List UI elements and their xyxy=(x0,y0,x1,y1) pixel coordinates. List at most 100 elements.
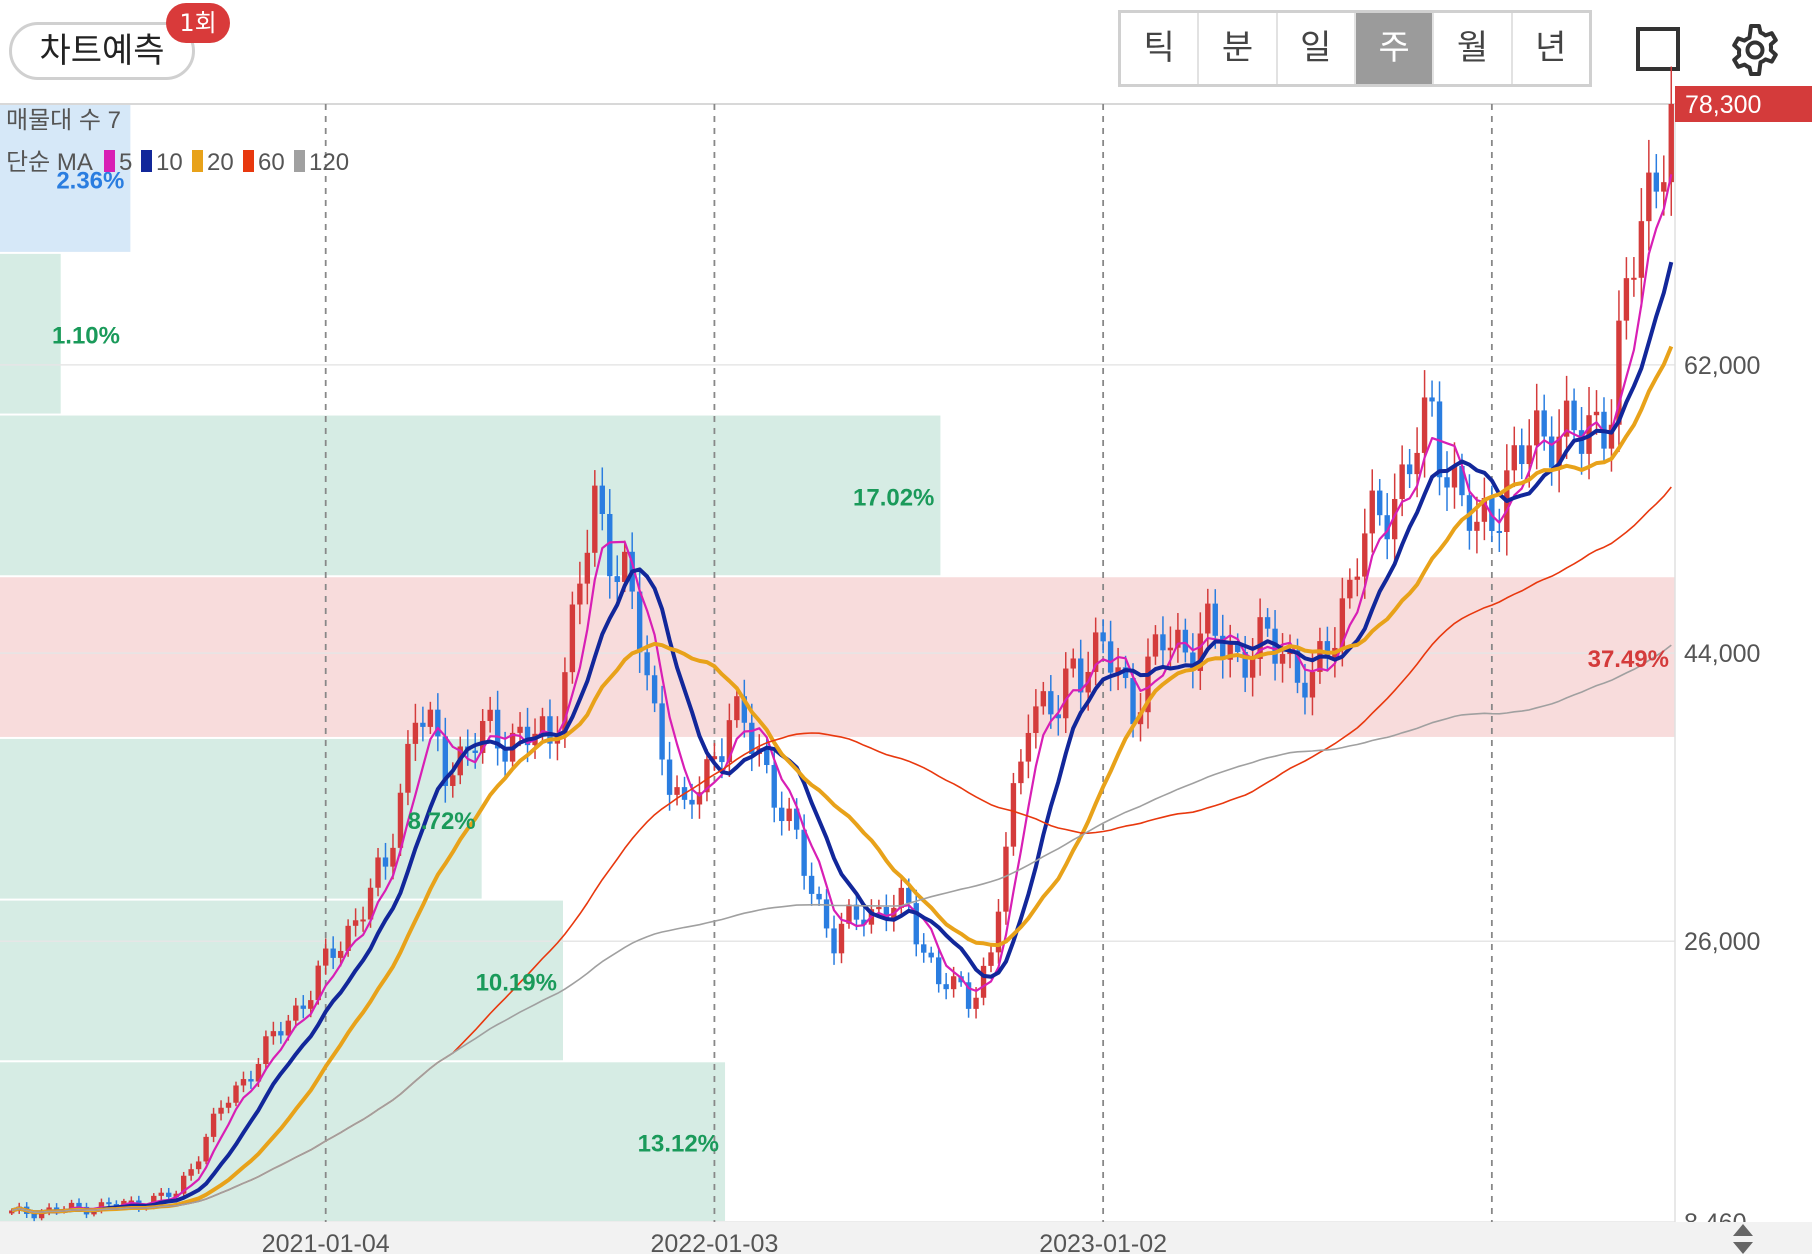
candle-101 xyxy=(764,738,770,774)
tab-tick[interactable]: 틱 xyxy=(1121,13,1200,84)
candle-136 xyxy=(1025,714,1032,779)
candle-112 xyxy=(846,899,852,929)
candle-35 xyxy=(270,1021,277,1045)
candle-79 xyxy=(599,467,605,531)
candle-54 xyxy=(412,703,419,761)
candle-137 xyxy=(1033,689,1039,749)
candle-222 xyxy=(1668,66,1674,216)
period-selector: 틱 분 일 주 월 년 xyxy=(1118,10,1592,87)
volume-zone-5 xyxy=(0,253,61,414)
candle-158 xyxy=(1190,633,1196,689)
legend-volume-profile: 매물대 수 7 xyxy=(6,107,121,134)
candle-176 xyxy=(1324,626,1331,672)
candle-98 xyxy=(741,679,748,738)
tab-year[interactable]: 년 xyxy=(1535,28,1567,68)
candle-26 xyxy=(203,1133,209,1165)
candle-89 xyxy=(674,775,680,806)
candle-103 xyxy=(779,791,785,836)
candle-132 xyxy=(995,899,1002,964)
candle-53 xyxy=(405,730,411,806)
tab-minute[interactable]: 분 xyxy=(1199,13,1278,84)
candle-56 xyxy=(427,701,434,734)
candle-122 xyxy=(921,933,927,963)
y-tick-label-2: 26,000 xyxy=(1684,928,1760,956)
candle-113 xyxy=(853,893,860,931)
x-tick-label-1: 2022-01-03 xyxy=(650,1230,778,1254)
candle-93 xyxy=(704,749,710,802)
candle-39 xyxy=(300,995,306,1019)
chart-predict-button[interactable]: 차트예측 xyxy=(9,22,195,80)
candle-209 xyxy=(1571,388,1577,442)
candle-174 xyxy=(1309,652,1316,716)
candle-65 xyxy=(494,690,501,766)
candle-148 xyxy=(1115,647,1121,691)
candle-42 xyxy=(323,938,329,975)
legend-ma-swatch-10 xyxy=(141,150,152,172)
candle-123 xyxy=(928,946,934,963)
predict-count-badge: 1회 xyxy=(166,3,230,43)
candle-114 xyxy=(861,906,867,937)
scroll-arrows-icon[interactable] xyxy=(1733,1224,1753,1254)
candle-147 xyxy=(1107,620,1114,692)
volume-zone-0 xyxy=(0,1062,726,1221)
volume-profile-layer xyxy=(0,105,1675,1221)
candle-119 xyxy=(898,879,904,916)
candle-186 xyxy=(1399,445,1405,517)
candle-182 xyxy=(1369,469,1375,553)
candle-51 xyxy=(390,833,396,880)
candle-41 xyxy=(315,960,321,1005)
candle-204 xyxy=(1534,383,1540,470)
candle-173 xyxy=(1302,663,1308,715)
candle-146 xyxy=(1100,619,1106,654)
candle-142 xyxy=(1070,648,1076,678)
candle-145 xyxy=(1092,617,1099,686)
candle-94 xyxy=(711,743,718,771)
candle-29 xyxy=(225,1096,232,1114)
candle-156 xyxy=(1175,613,1181,663)
candle-138 xyxy=(1040,681,1047,715)
candle-220 xyxy=(1653,154,1660,209)
label-layer: 13.12%10.19%8.72%37.49%17.02%1.10%2.36%6… xyxy=(0,86,1812,1254)
tab-month[interactable]: 월 xyxy=(1434,13,1513,84)
legend-ma-swatch-60 xyxy=(243,150,254,172)
tab-week[interactable]: 주 xyxy=(1355,13,1435,84)
volume-zone-4 xyxy=(0,415,941,576)
candle-187 xyxy=(1406,448,1413,489)
candle-84 xyxy=(636,568,643,673)
legend-ma-prefix: 단순 MA xyxy=(6,149,93,176)
candle-180 xyxy=(1354,558,1360,597)
candle-178 xyxy=(1339,577,1346,667)
volume-zone-6 xyxy=(0,105,131,252)
volume-zone-pct-3: 37.49% xyxy=(1588,646,1669,673)
candle-206 xyxy=(1548,416,1555,486)
candle-167 xyxy=(1257,598,1263,676)
current-price-label: 78,300 xyxy=(1685,91,1761,119)
candle-217 xyxy=(1631,257,1637,297)
candle-135 xyxy=(1018,749,1024,795)
candle-80 xyxy=(607,489,613,599)
candle-49 xyxy=(375,847,381,897)
candle-75 xyxy=(569,591,576,684)
tab-day[interactable]: 일 xyxy=(1278,13,1356,84)
fullscreen-square-icon[interactable] xyxy=(1636,27,1680,71)
candle-55 xyxy=(420,706,426,742)
x-tick-label-2: 2023-01-02 xyxy=(1039,1230,1167,1254)
moving-average-layer xyxy=(11,174,1674,1215)
legend-ma-swatch-120 xyxy=(294,150,305,172)
candle-129 xyxy=(973,987,979,1019)
candle-183 xyxy=(1377,479,1383,526)
candle-25 xyxy=(195,1156,202,1174)
candle-143 xyxy=(1078,639,1084,710)
candle-58 xyxy=(442,717,448,803)
ma-line-10 xyxy=(11,261,1674,1215)
candle-63 xyxy=(479,709,486,764)
candle-31 xyxy=(240,1071,247,1093)
legend-ma-period-120: 120 xyxy=(309,149,349,176)
gear-icon[interactable] xyxy=(1727,22,1783,78)
candle-110 xyxy=(831,915,837,965)
candle-88 xyxy=(666,741,673,811)
candle-78 xyxy=(592,470,598,567)
candle-219 xyxy=(1646,139,1652,251)
candle-131 xyxy=(988,945,994,973)
